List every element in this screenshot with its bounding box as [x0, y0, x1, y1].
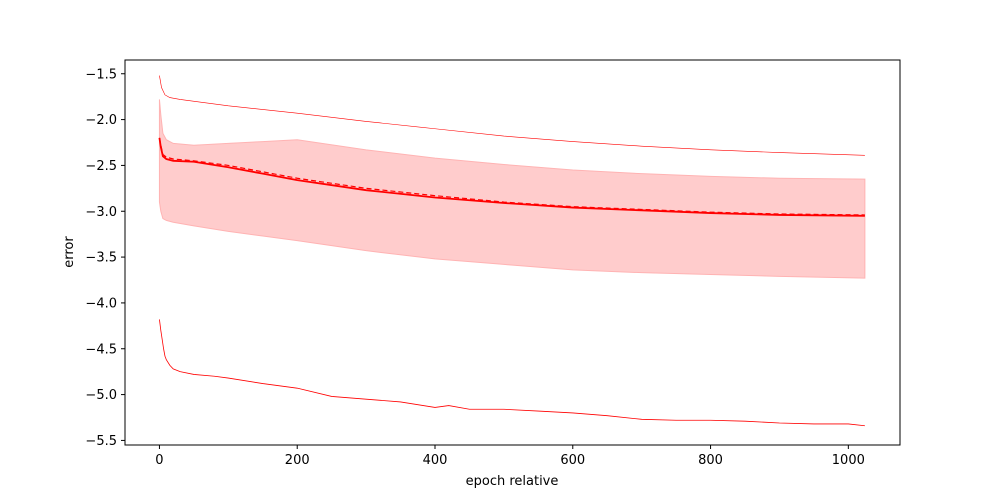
x-tick-label: 0	[155, 453, 163, 468]
y-tick-label: −3.0	[85, 205, 117, 220]
y-tick-label: −3.5	[85, 251, 117, 266]
confidence-band	[158, 99, 866, 279]
x-tick-label: 1000	[832, 453, 865, 468]
x-axis: 0 200 400 600 800 1000	[155, 445, 865, 468]
y-tick-label: −2.5	[85, 159, 117, 174]
x-tick-label: 800	[698, 453, 723, 468]
y-tick-label: −5.5	[85, 434, 117, 449]
series-line-upper	[159, 75, 865, 156]
x-tick-label: 200	[285, 453, 310, 468]
y-tick-label: −1.5	[85, 67, 117, 82]
series-line-lower	[159, 319, 865, 427]
y-tick-label: −5.0	[85, 388, 117, 403]
series-line-dashed	[158, 137, 865, 216]
x-tick-label: 600	[560, 453, 585, 468]
y-axis: −5.5 −5.0 −4.5 −4.0 −3.5 −3.0 −2.5 −2.0 −1.5	[85, 67, 125, 449]
y-tick-label: −4.5	[85, 342, 117, 357]
plot-frame	[124, 59, 901, 446]
y-axis-label: error	[62, 236, 77, 268]
y-tick-label: −4.0	[85, 296, 117, 311]
x-axis-label: epoch relative	[466, 474, 559, 489]
series-line-solid	[158, 137, 865, 217]
y-tick-label: −2.0	[85, 113, 117, 128]
x-tick-label: 400	[423, 453, 448, 468]
